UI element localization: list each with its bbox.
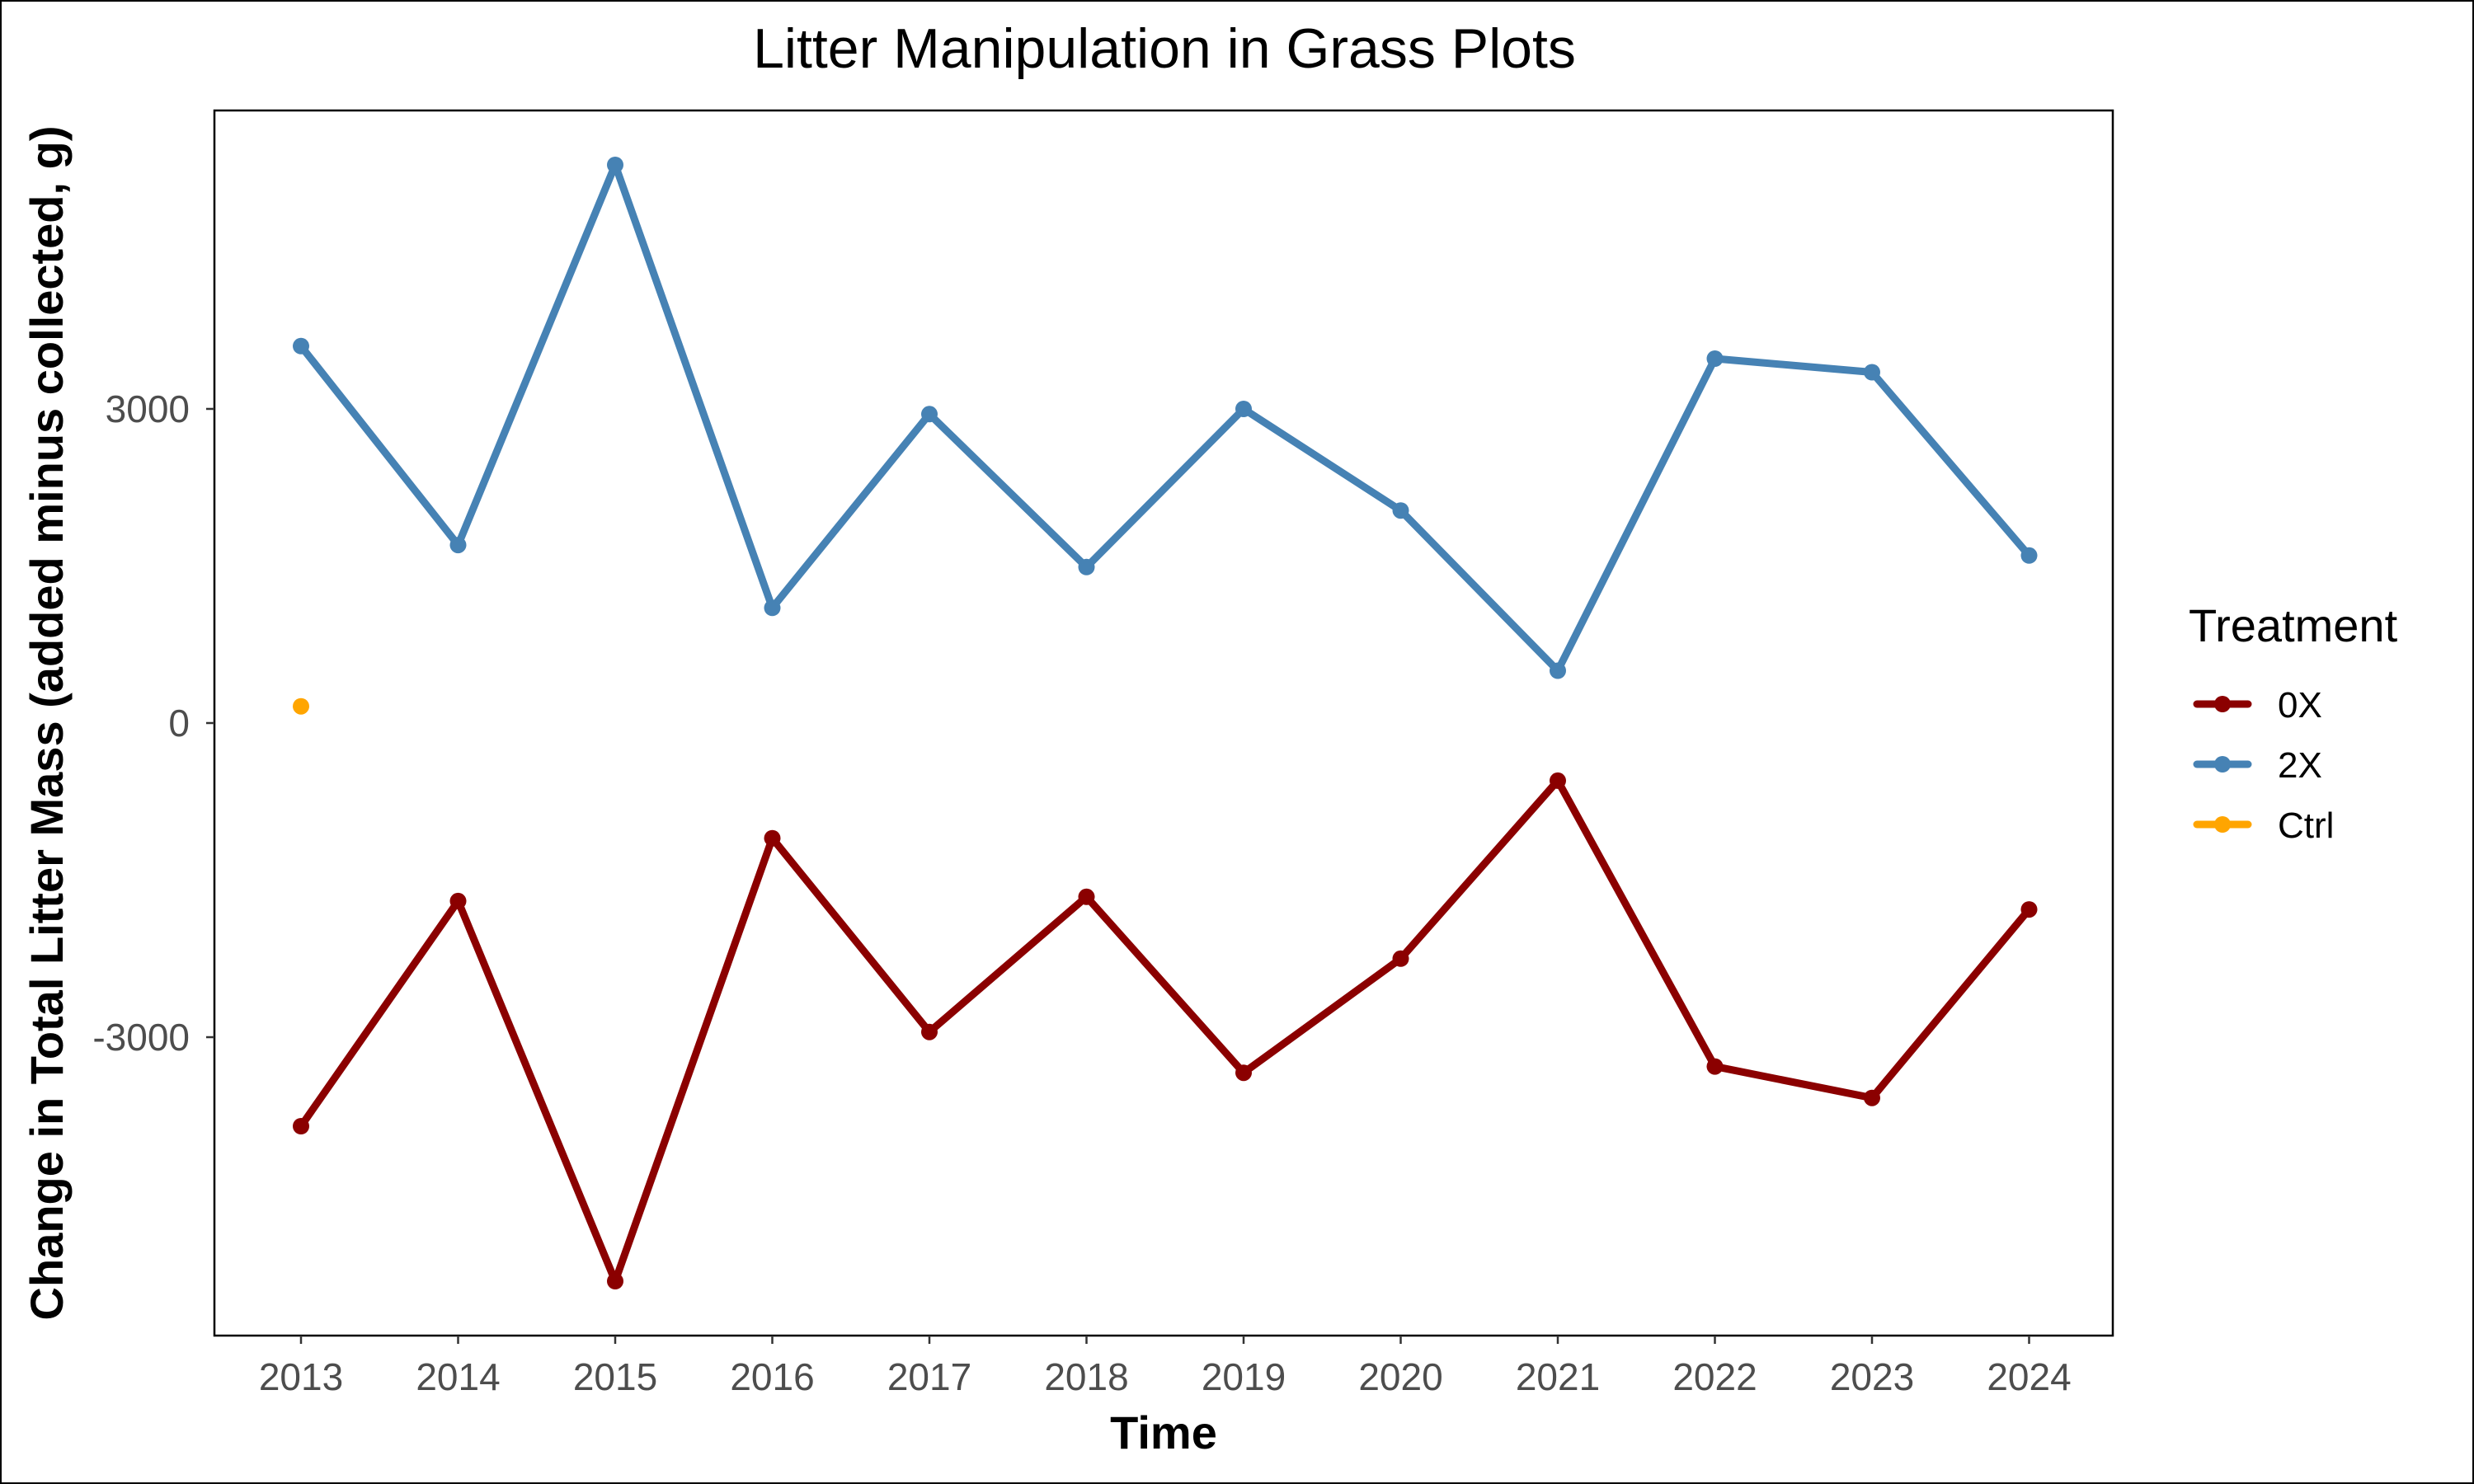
x-tick-label: 2020 — [1358, 1355, 1442, 1398]
x-axis-ticks: 2013 2014 2015 2016 2017 2018 2019 2020 2021 2022… — [259, 1336, 2072, 1398]
legend-label: 2X — [2278, 745, 2322, 786]
legend-key-point — [2214, 696, 2231, 712]
x-tick-label: 2014 — [416, 1355, 500, 1398]
chart-title: Litter Manipulation in Grass Plots — [753, 17, 1576, 80]
data-point-0x-2016 — [764, 829, 781, 847]
x-tick-label: 2019 — [1202, 1355, 1286, 1398]
legend-title: Treatment — [2189, 599, 2398, 651]
data-point-2x-2018 — [1078, 558, 1095, 575]
y-axis-title: Change in Total Litter Mass (added minus… — [21, 126, 73, 1321]
x-tick-label: 2022 — [1672, 1355, 1757, 1398]
x-tick-label: 2015 — [573, 1355, 657, 1398]
data-point-0x-2018 — [1078, 888, 1095, 905]
x-tick-label: 2021 — [1516, 1355, 1600, 1398]
x-tick-label: 2017 — [887, 1355, 971, 1398]
series-ctrl — [293, 697, 309, 715]
data-point-0x-2023 — [1864, 1089, 1880, 1106]
y-tick-label: -3000 — [92, 1016, 190, 1059]
data-point-2x-2015 — [607, 157, 623, 173]
data-point-0x-2019 — [1235, 1064, 1252, 1082]
legend-key-point — [2214, 816, 2231, 833]
data-point-0x-2014 — [449, 892, 467, 909]
x-tick-label: 2016 — [730, 1355, 814, 1398]
x-axis-title: Time — [1110, 1407, 1217, 1458]
data-point-0x-2017 — [921, 1023, 938, 1040]
data-point-0x-2013 — [293, 1118, 309, 1134]
data-point-2x-2021 — [1550, 662, 1566, 679]
x-tick-label: 2018 — [1044, 1355, 1128, 1398]
x-tick-label: 2024 — [1987, 1355, 2071, 1398]
data-point-2x-2014 — [449, 537, 467, 554]
data-point-2x-2017 — [921, 406, 938, 423]
legend-key-point — [2214, 756, 2231, 773]
data-point-0x-2021 — [1550, 772, 1566, 789]
data-point-0x-2024 — [2020, 901, 2038, 918]
series-0x — [293, 772, 2038, 1289]
data-point-0x-2022 — [1706, 1058, 1724, 1075]
data-point-2x-2020 — [1392, 502, 1409, 519]
y-tick-label: 3000 — [106, 387, 190, 430]
data-point-0x-2015 — [607, 1273, 623, 1289]
series-2x — [293, 157, 2038, 679]
y-axis-ticks: -3000 0 3000 — [92, 387, 214, 1059]
x-tick-label: 2013 — [259, 1355, 343, 1398]
series-layer — [293, 157, 2038, 1289]
legend-label: 0X — [2278, 685, 2322, 726]
legend-item-2x: 2X — [2193, 745, 2322, 786]
series-line-2x — [297, 161, 2033, 674]
series-line-0x — [297, 777, 2033, 1285]
legend-items: 0X 2X Ctrl — [2193, 685, 2334, 846]
legend: Treatment 0X 2X Ctrl — [2189, 599, 2398, 846]
data-point-2x-2022 — [1706, 350, 1724, 367]
data-point-2x-2019 — [1235, 401, 1252, 417]
x-tick-label: 2023 — [1830, 1355, 1914, 1398]
data-point-2x-2024 — [2020, 547, 2038, 564]
data-point-2x-2016 — [764, 599, 781, 617]
data-point-2x-2013 — [293, 337, 309, 355]
data-point-ctrl-2013 — [293, 697, 309, 715]
y-tick-label: 0 — [168, 702, 190, 744]
data-point-2x-2023 — [1864, 364, 1880, 381]
data-point-0x-2020 — [1392, 950, 1409, 967]
legend-item-0x: 0X — [2193, 685, 2322, 726]
legend-item-ctrl: Ctrl — [2193, 805, 2334, 846]
plot-panel — [213, 109, 2114, 1337]
legend-label: Ctrl — [2278, 805, 2334, 846]
